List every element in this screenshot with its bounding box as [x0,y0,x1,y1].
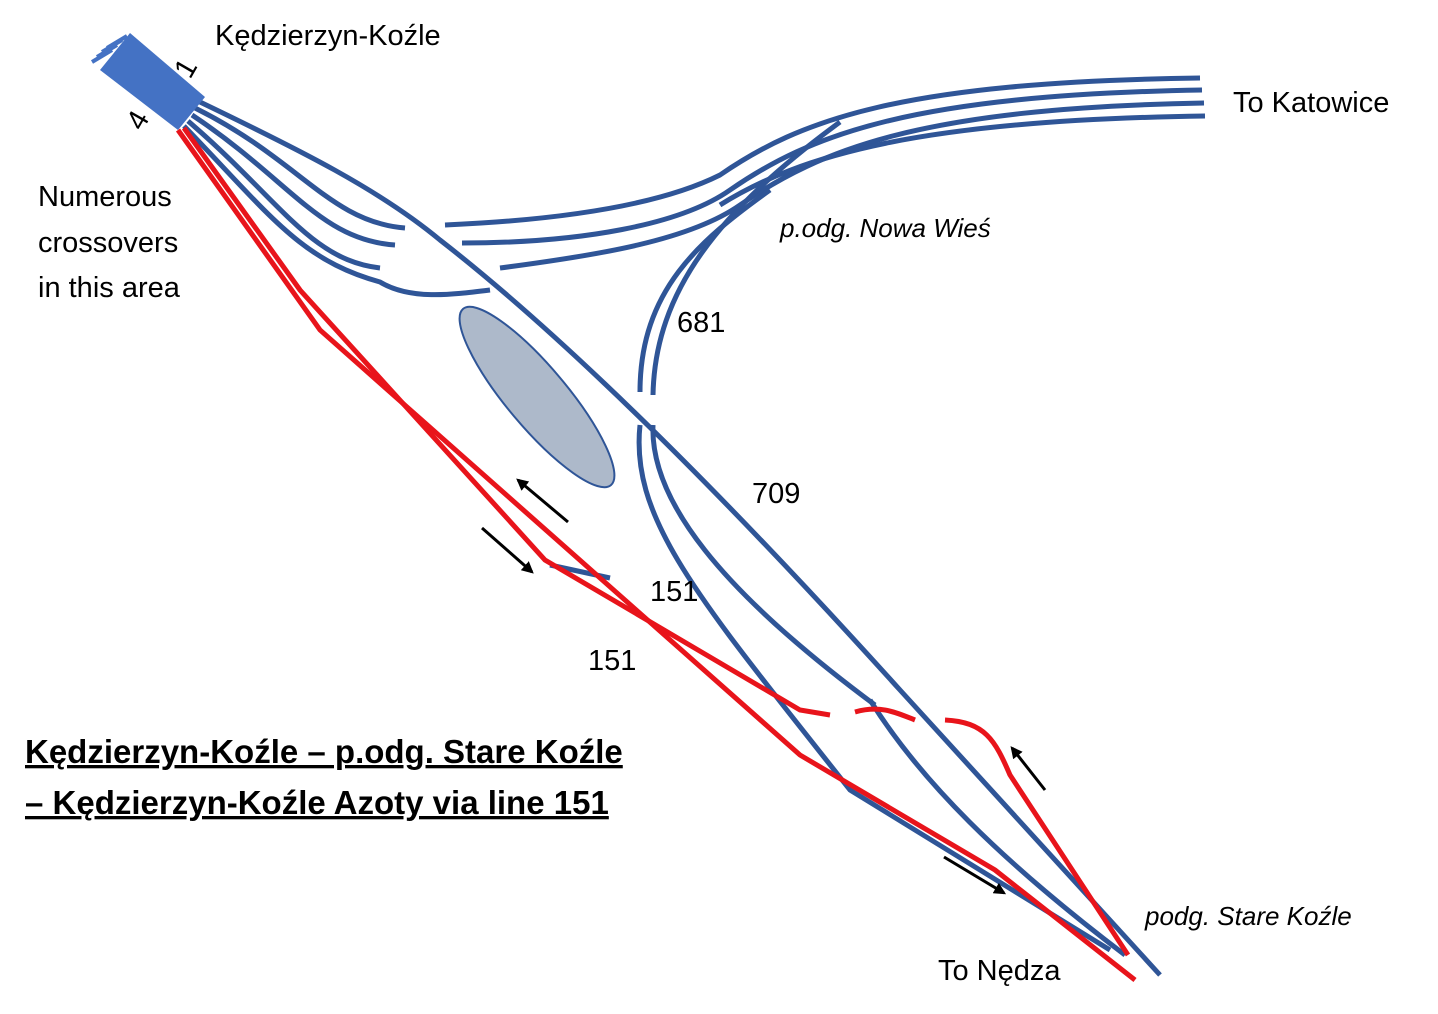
destination: To Katowice [1233,87,1389,119]
line-number: 681 [677,307,725,339]
station-tracks [90,34,129,64]
line-151 [175,126,1137,982]
area [458,305,616,489]
title: – Kędzierzyn-Koźle Azoty via line 151 [25,784,609,821]
junction: podg. Stare Koźle [1144,901,1352,931]
title: Kędzierzyn-Koźle – p.odg. Stare Koźle [25,733,623,770]
note: in this area [38,272,181,304]
arrows [481,478,1047,895]
station [100,33,205,130]
line-709 [198,99,1162,977]
note: Numerous [38,181,172,213]
track-label: 4 [120,106,156,136]
line-681 [636,119,1127,957]
line-number: 151 [650,576,698,608]
junction: p.odg. Nowa Wieś [779,213,991,243]
station-name: Kędzierzyn-Koźle [215,20,441,52]
destination: To Nędza [938,955,1061,987]
line-number: 709 [752,478,800,510]
katowice-tracks [182,75,1206,298]
line-number: 151 [588,645,636,677]
note: crossovers [38,227,178,259]
